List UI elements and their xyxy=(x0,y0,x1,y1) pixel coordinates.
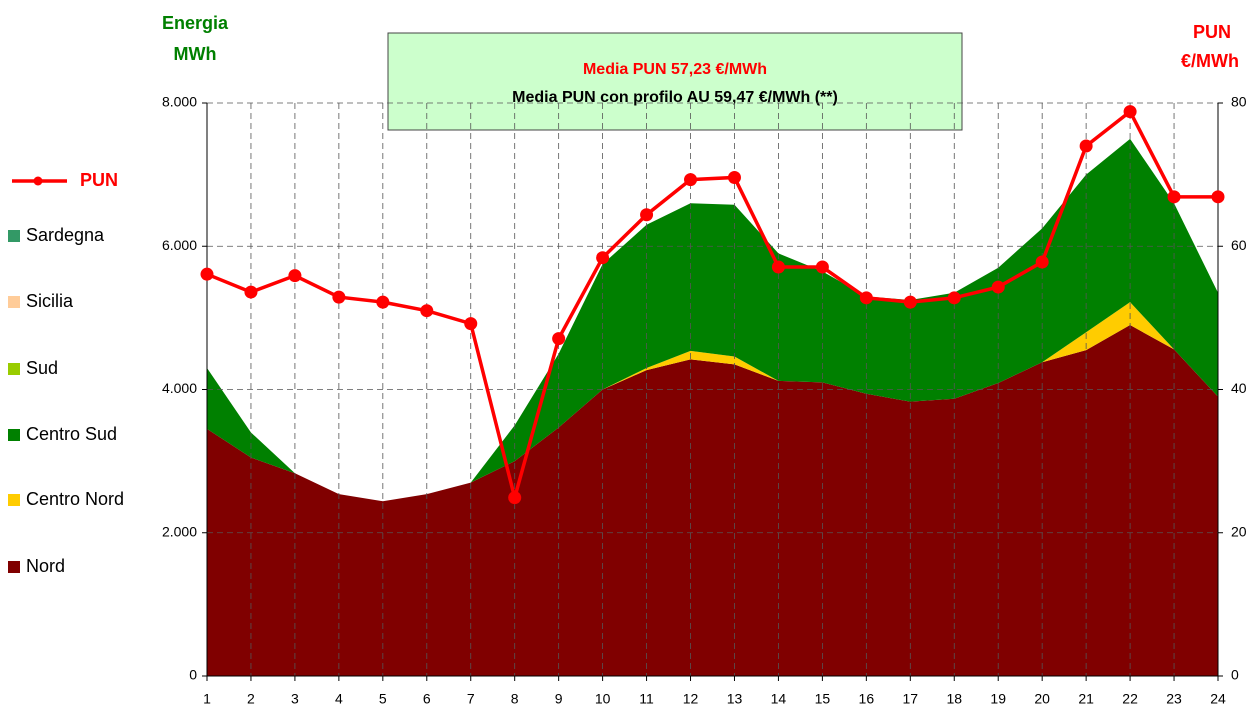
annotation: Media PUN 57,23 €/MWh xyxy=(583,61,767,78)
x-tick-label: 10 xyxy=(595,691,611,707)
point xyxy=(771,260,785,274)
y2-tick-label: 20 xyxy=(1231,523,1247,539)
y2-tick-label: 40 xyxy=(1231,380,1247,396)
y-tick-label: 4.000 xyxy=(162,380,197,396)
point xyxy=(815,260,829,274)
x-tick-label: 24 xyxy=(1210,691,1226,707)
y2-tick-label: 60 xyxy=(1231,237,1247,253)
y-tick-label: 8.000 xyxy=(162,94,197,110)
annotation: Media PUN con profilo AU 59,47 €/MWh (**… xyxy=(512,89,838,106)
point xyxy=(684,173,698,187)
legend-swatch xyxy=(8,230,20,242)
legend-swatch xyxy=(8,363,20,375)
point xyxy=(288,269,302,283)
point xyxy=(420,304,434,318)
point xyxy=(903,295,917,309)
point xyxy=(376,295,390,309)
x-tick-label: 1 xyxy=(203,691,211,707)
x-tick-label: 21 xyxy=(1078,691,1094,707)
y2-axis-title: PUN xyxy=(1193,22,1231,42)
x-tick-label: 17 xyxy=(903,691,919,707)
legend-swatch xyxy=(8,429,20,441)
x-tick-label: 4 xyxy=(335,691,343,707)
y-axis-title: Energia xyxy=(162,13,229,33)
point xyxy=(1079,139,1093,153)
point xyxy=(859,291,873,305)
point xyxy=(508,491,522,505)
x-tick-label: 2 xyxy=(247,691,255,707)
x-tick-label: 7 xyxy=(467,691,475,707)
x-tick-label: 5 xyxy=(379,691,387,707)
x-tick-label: 15 xyxy=(815,691,831,707)
legend-label: Sud xyxy=(26,358,58,378)
legend-label: Centro Sud xyxy=(26,424,117,444)
point xyxy=(947,291,961,305)
y2-tick-label: 0 xyxy=(1231,667,1239,683)
point xyxy=(200,267,214,281)
legend-swatch xyxy=(8,494,20,506)
x-tick-label: 20 xyxy=(1034,691,1050,707)
y2-axis-title: €/MWh xyxy=(1181,51,1239,71)
point xyxy=(596,251,610,265)
x-tick-label: 23 xyxy=(1166,691,1182,707)
x-tick-label: 16 xyxy=(859,691,875,707)
point xyxy=(640,208,654,222)
legend-label: PUN xyxy=(80,170,118,190)
area xyxy=(207,138,1218,502)
x-tick-label: 19 xyxy=(990,691,1006,707)
legend-label: Sardegna xyxy=(26,225,105,245)
legend-swatch xyxy=(8,561,20,573)
legend-label: Centro Nord xyxy=(26,489,124,509)
plot-area xyxy=(207,138,1218,676)
legend-label: Nord xyxy=(26,556,65,576)
x-tick-label: 11 xyxy=(639,691,654,707)
point xyxy=(1123,105,1137,119)
x-tick-label: 22 xyxy=(1122,691,1138,707)
annotation-box xyxy=(387,32,963,131)
x-tick-label: 8 xyxy=(511,691,519,707)
x-tick-label: 18 xyxy=(946,691,962,707)
y-axis-title: MWh xyxy=(174,44,217,64)
point xyxy=(332,290,346,304)
y-tick-label: 6.000 xyxy=(162,237,197,253)
point xyxy=(244,285,258,299)
point xyxy=(464,317,478,331)
area xyxy=(207,302,1218,502)
area xyxy=(207,325,1218,676)
point xyxy=(1167,190,1181,204)
legend-swatch xyxy=(33,176,43,186)
y-tick-label: 0 xyxy=(189,667,197,683)
y2-tick-label: 80 xyxy=(1231,94,1247,110)
point xyxy=(552,332,566,346)
point xyxy=(1035,255,1049,269)
point xyxy=(1211,190,1225,204)
legend-label: Sicilia xyxy=(26,291,74,311)
x-tick-label: 12 xyxy=(683,691,699,707)
y-tick-label: 2.000 xyxy=(162,523,197,539)
legend-swatch xyxy=(8,296,20,308)
x-tick-label: 3 xyxy=(291,691,299,707)
x-tick-label: 13 xyxy=(727,691,743,707)
line xyxy=(206,108,1218,505)
x-tick-label: 6 xyxy=(423,691,431,707)
x-tick-label: 9 xyxy=(555,691,563,707)
x-tick-label: 14 xyxy=(771,691,787,707)
point xyxy=(991,280,1005,294)
point xyxy=(727,170,741,184)
